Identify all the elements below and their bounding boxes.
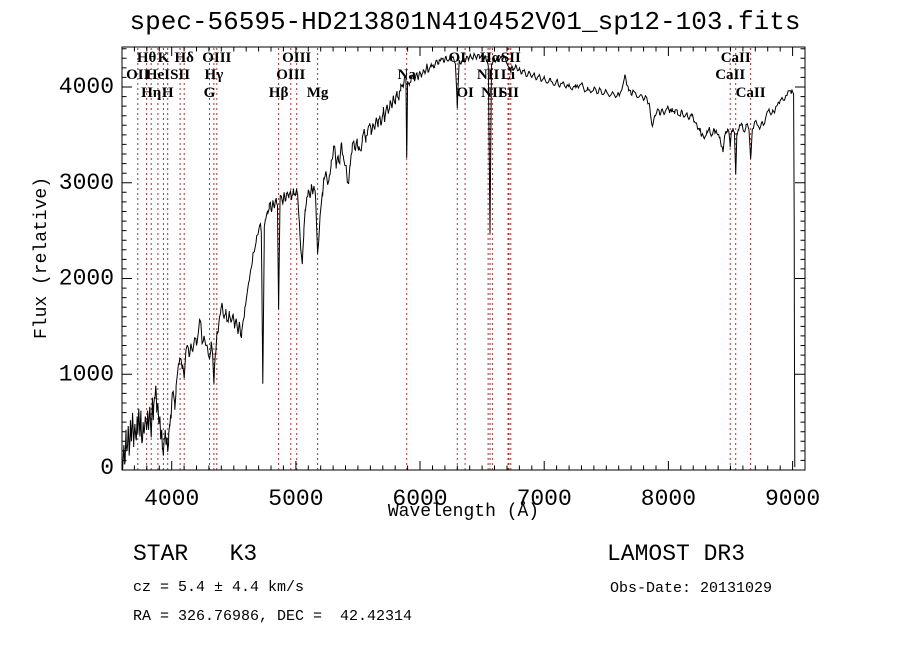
- spectral-line-label: CaII: [721, 50, 751, 66]
- spectral-line-label: OIII: [202, 50, 231, 66]
- spectral-line-label: G: [204, 85, 216, 101]
- spectral-line-label: CaII: [736, 85, 766, 101]
- survey-release-label: LAMOST DR3: [607, 541, 746, 567]
- spectral-line-label: SII: [499, 85, 519, 101]
- spectral-line-label: Na: [398, 67, 417, 83]
- spectral-line-label: Hγ: [205, 67, 224, 83]
- plot-title: spec-56595-HD213801N410452V01_sp12-103.f…: [129, 7, 801, 37]
- spectral-line-label: OIII: [276, 67, 305, 83]
- y-axis-title: Flux (relative): [32, 176, 52, 340]
- spectral-line-label: CaII: [715, 67, 745, 83]
- spectral-line-label: NII: [481, 85, 504, 101]
- x-tick-label: 9000: [765, 486, 820, 512]
- y-tick-label: 4000: [59, 74, 114, 100]
- spectral-line-label: Hβ: [269, 85, 289, 101]
- spectral-line-label: Hδ: [174, 50, 194, 66]
- spectral-line-label: Li: [501, 67, 515, 83]
- x-axis-title: Wavelength (Å): [387, 502, 540, 522]
- spectral-line-label: Mg: [307, 85, 329, 101]
- axis-ticks: [122, 47, 805, 470]
- spectrum-curve: [122, 51, 796, 471]
- x-tick-label: 4000: [144, 486, 199, 512]
- spectral-line-label: OI: [456, 85, 474, 101]
- spectral-line-label: SII: [170, 67, 190, 83]
- ra-dec-label: RA = 326.76986, DEC = 42.42314: [133, 608, 413, 625]
- spectral-line-label: HeI: [146, 67, 170, 83]
- x-tick-label: 8000: [641, 486, 696, 512]
- x-tick-label: 6000: [392, 486, 447, 512]
- y-tick-label: 0: [100, 455, 114, 481]
- obs-date-label: Obs-Date: 20131029: [610, 580, 773, 597]
- spectral-line-label: H: [162, 85, 174, 101]
- y-tick-label: 2000: [59, 266, 114, 292]
- x-tick-label: 7000: [517, 486, 572, 512]
- plot-frame: [121, 46, 806, 471]
- spectral-line-label: K: [158, 50, 170, 66]
- spectral-line-label: OIII: [282, 50, 311, 66]
- x-tick-label: 5000: [268, 486, 323, 512]
- y-tick-label: 3000: [59, 170, 114, 196]
- spectral-line-label: Hθ: [137, 50, 157, 66]
- spectral-line-label: SII: [501, 50, 521, 66]
- spectral-line-label: OII: [126, 67, 150, 83]
- cz-velocity-label: cz = 5.4 ± 4.4 km/s: [133, 579, 305, 596]
- spectral-line-label: Hη: [141, 85, 161, 101]
- y-tick-label: 1000: [59, 361, 114, 387]
- object-class-label: STAR K3: [133, 541, 258, 567]
